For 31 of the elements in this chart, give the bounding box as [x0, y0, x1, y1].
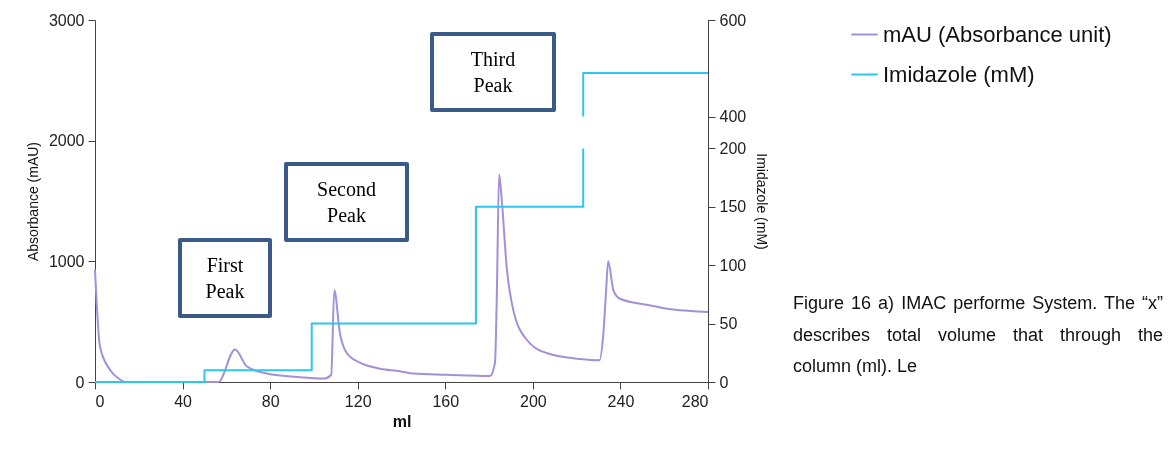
- x-tick-label: 200: [520, 392, 547, 410]
- x-tick-label: 120: [344, 392, 372, 410]
- x-axis-title: ml: [392, 412, 412, 430]
- annotation: First Peak: [204, 253, 246, 304]
- y2-tick-label: 100: [719, 256, 747, 274]
- legend-label: Imidazole (mM): [883, 61, 1035, 87]
- x-tick-label: 0: [95, 392, 105, 410]
- label-box: First Peak: [178, 238, 272, 318]
- y-tick-label: 3000: [48, 11, 85, 29]
- annotation: Second Peak: [316, 177, 377, 228]
- annotation: Third Peak: [469, 47, 517, 98]
- legend-label: mAU (Absorbance unit): [883, 21, 1112, 47]
- y-tick-label: 0: [75, 373, 85, 391]
- label-box: Third Peak: [430, 32, 556, 112]
- y2-tick-label: 50: [719, 315, 738, 333]
- y3-tick-label: 600: [719, 11, 747, 29]
- y2-tick-label: 0: [719, 373, 729, 391]
- caption: Figure 16 a) IMAC performe System. The “x” describes total volume that through the column (ml). Le: [793, 292, 1163, 378]
- x-tick-label: 240: [607, 392, 635, 410]
- x-tick-label: 80: [261, 392, 280, 410]
- y-axis-title: Absorbance (mAU): [24, 141, 41, 262]
- y2-tick-label: 200: [719, 139, 747, 157]
- y3-tick-label: 400: [719, 108, 747, 126]
- y2-axis-title: Imidazole (mM): [754, 153, 771, 250]
- y2-tick-label: 150: [719, 198, 747, 216]
- y-tick-label: 1000: [48, 252, 85, 270]
- y-tick-label: 2000: [48, 132, 85, 150]
- x-tick-label: 280: [681, 392, 709, 410]
- x-tick-label: 160: [432, 392, 460, 410]
- x-tick-label: 40: [174, 392, 193, 410]
- label-box: Second Peak: [284, 162, 409, 242]
